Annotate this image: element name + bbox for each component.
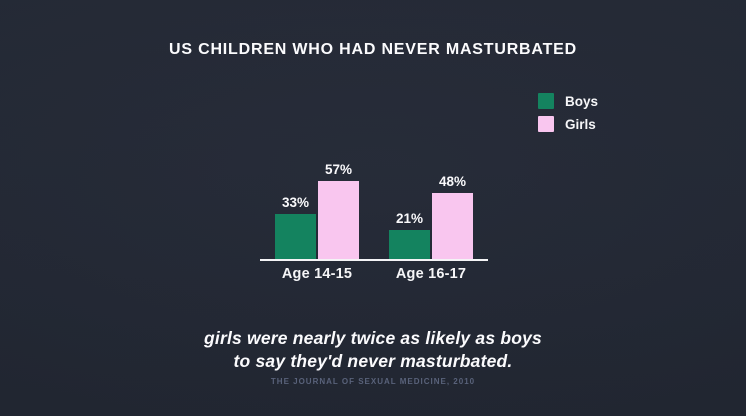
x-axis-line — [260, 259, 488, 261]
bar-boys — [389, 230, 430, 259]
legend-label-girls: Girls — [565, 116, 596, 132]
source-attribution: THE JOURNAL OF SEXUAL MEDICINE, 2010 — [270, 377, 476, 386]
bar-value-label: 21% — [395, 211, 424, 226]
category-label: Age 14-15 — [281, 266, 353, 282]
legend-row-girls: Girls — [538, 116, 598, 132]
x-axis-labels: Age 14-15 Age 16-17 — [260, 266, 488, 282]
bar-column-boys: 21% — [389, 211, 430, 259]
legend-row-boys: Boys — [538, 93, 598, 109]
bar-boys — [275, 214, 316, 259]
legend-swatch-girls — [538, 116, 554, 132]
caption-line-1: girls were nearly twice as likely as boy… — [204, 328, 542, 348]
bar-group-1: 33% 57% — [275, 162, 359, 259]
bar-column-girls: 57% — [318, 162, 359, 259]
bar-column-boys: 33% — [275, 195, 316, 259]
bar-girls — [432, 193, 473, 259]
bar-girls — [318, 181, 359, 259]
legend-swatch-boys — [538, 93, 554, 109]
caption-line-2: to say they'd never masturbated. — [233, 350, 513, 371]
legend-label-boys: Boys — [565, 93, 599, 109]
bar-value-label: 33% — [281, 195, 310, 210]
chart-title: US CHILDREN WHO HAD NEVER MASTURBATED — [169, 41, 577, 58]
caption: girls were nearly twice as likely as boy… — [0, 327, 746, 372]
legend: Boys Girls — [538, 93, 598, 132]
bar-group-2: 21% 48% — [389, 174, 473, 259]
bar-value-label: 48% — [438, 174, 467, 189]
category-label: Age 16-17 — [395, 266, 467, 282]
bar-column-girls: 48% — [432, 174, 473, 259]
bar-chart: 33% 57% 21% 48% Age 14-15 Age 16-17 — [260, 159, 488, 282]
bar-area: 33% 57% 21% 48% — [260, 159, 488, 259]
bar-value-label: 57% — [324, 162, 353, 177]
